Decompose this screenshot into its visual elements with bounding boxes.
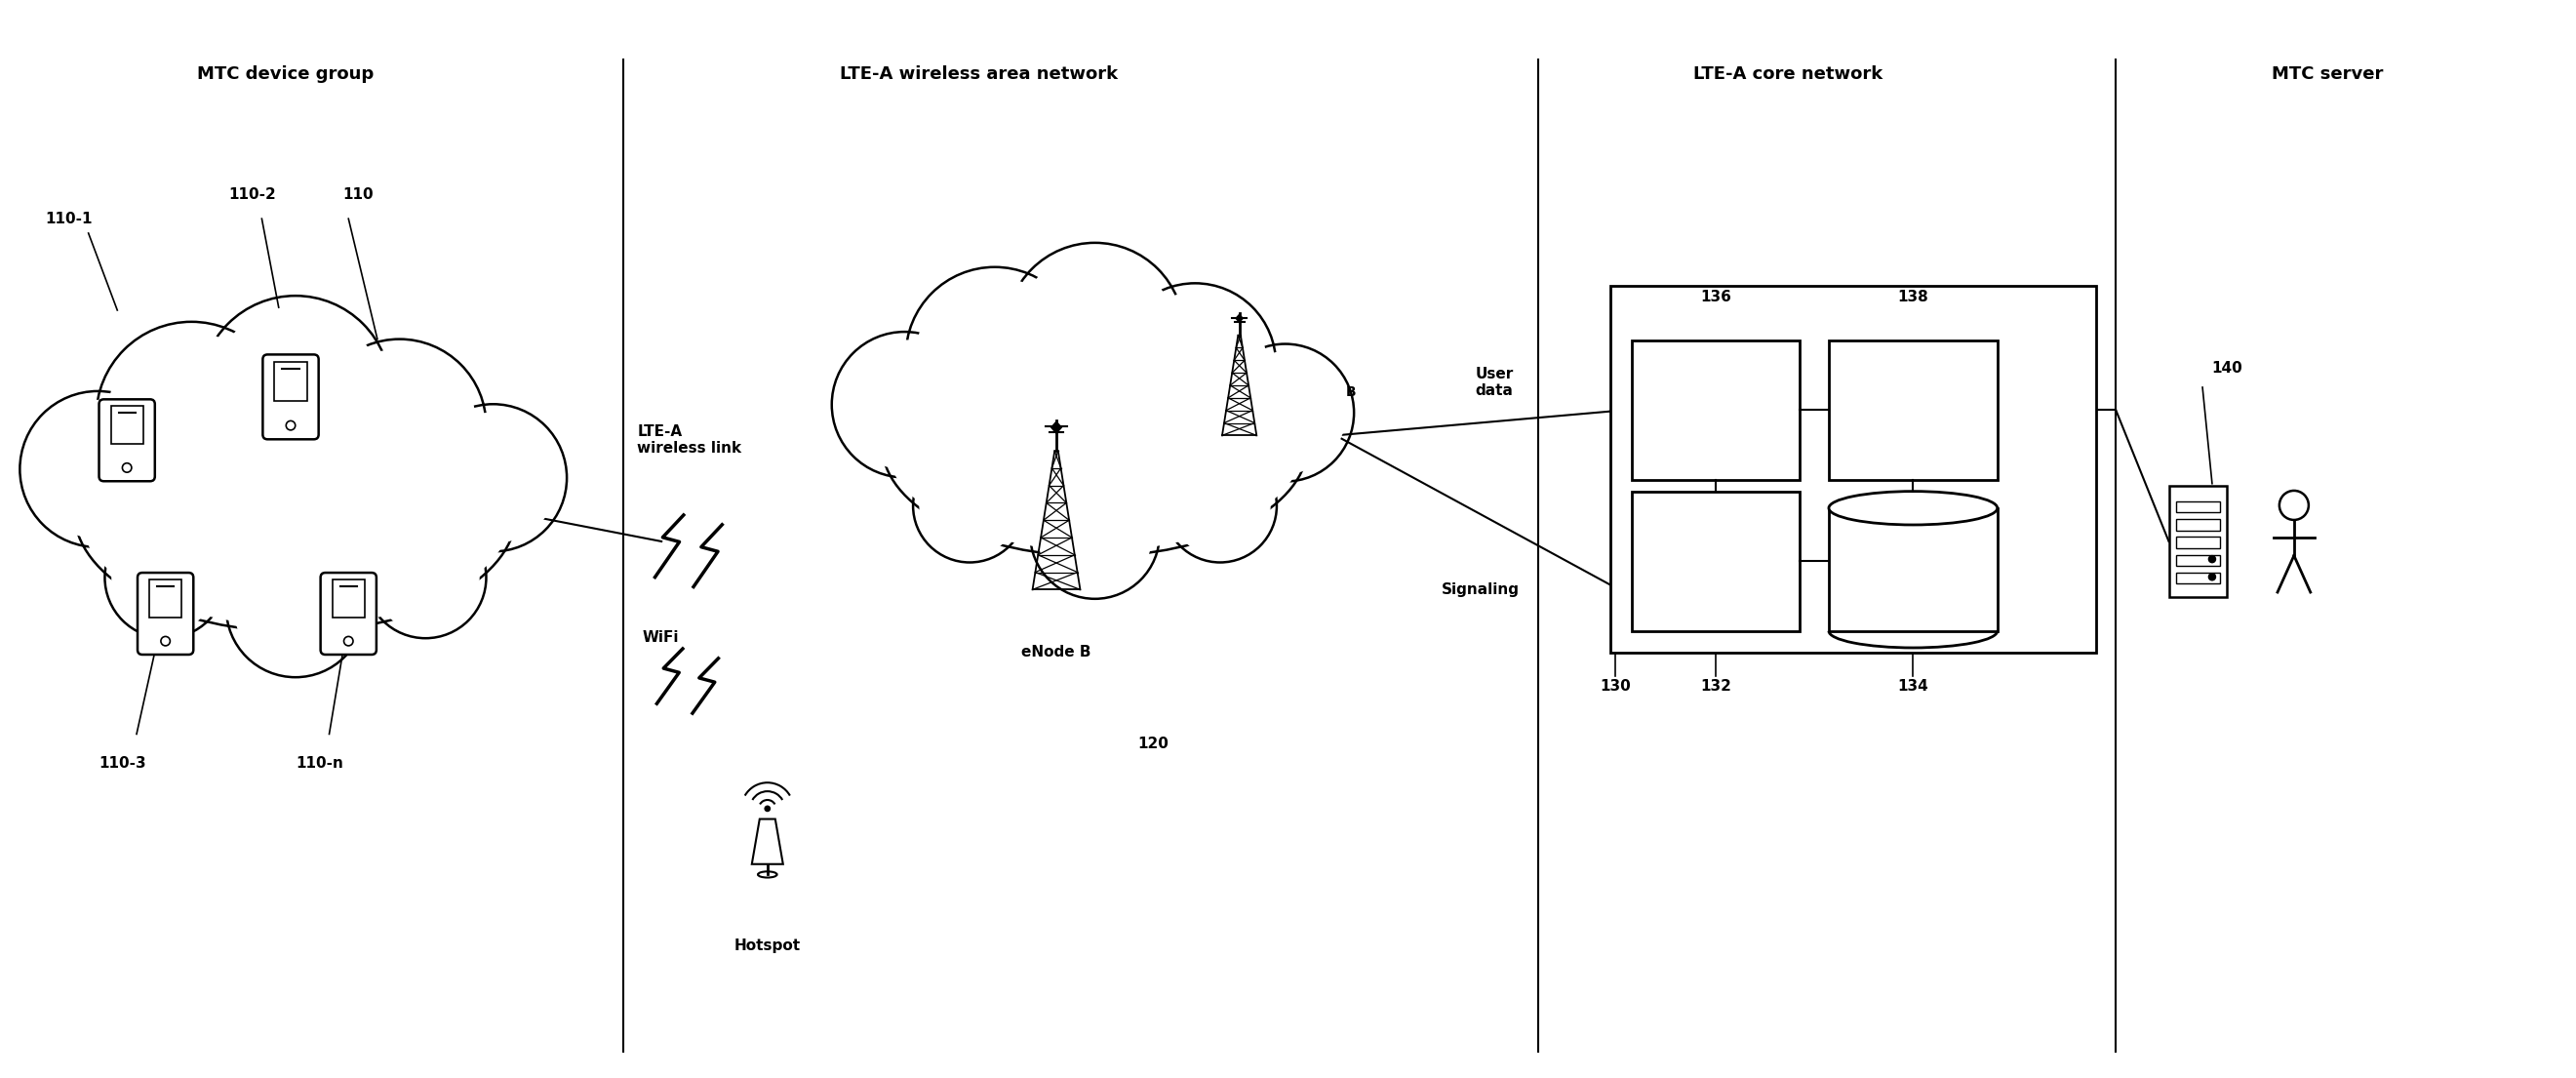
Circle shape — [832, 332, 976, 478]
Circle shape — [1038, 478, 1151, 591]
Ellipse shape — [75, 393, 518, 632]
Circle shape — [1216, 344, 1355, 482]
Circle shape — [2208, 573, 2215, 580]
Circle shape — [371, 524, 479, 631]
Bar — [111, 406, 144, 444]
Circle shape — [1115, 284, 1275, 445]
Text: eNode B: eNode B — [1293, 385, 1358, 399]
Text: Hotspot: Hotspot — [734, 939, 801, 953]
Text: P-GW: P-GW — [1888, 401, 1937, 418]
Polygon shape — [1234, 314, 1244, 323]
Circle shape — [106, 516, 227, 638]
Bar — [2169, 486, 2226, 597]
Circle shape — [1030, 469, 1159, 598]
Text: MME: MME — [1695, 552, 1736, 570]
Circle shape — [765, 806, 770, 812]
Circle shape — [113, 524, 219, 631]
Circle shape — [917, 278, 1074, 434]
Circle shape — [366, 516, 487, 638]
Bar — [1829, 340, 1996, 480]
Text: User
data: User data — [1476, 367, 1515, 398]
Bar — [1631, 492, 1801, 631]
Bar — [1631, 340, 1801, 480]
Text: HSS: HSS — [1896, 555, 1932, 572]
Ellipse shape — [1829, 492, 1996, 525]
Circle shape — [1164, 450, 1278, 563]
Text: WiFi: WiFi — [641, 631, 680, 645]
Ellipse shape — [80, 400, 510, 625]
Circle shape — [286, 420, 296, 430]
Circle shape — [840, 341, 969, 469]
Text: LTE-A core network: LTE-A core network — [1692, 66, 1883, 83]
Circle shape — [1123, 293, 1267, 436]
FancyBboxPatch shape — [98, 399, 155, 481]
Polygon shape — [752, 819, 783, 865]
Text: LTE-A
wireless link: LTE-A wireless link — [636, 425, 742, 456]
Circle shape — [1005, 243, 1185, 420]
Text: LTE-A wireless area network: LTE-A wireless area network — [840, 66, 1118, 83]
FancyBboxPatch shape — [137, 572, 193, 654]
Text: Signaling: Signaling — [1440, 582, 1520, 597]
Text: 110-1: 110-1 — [46, 211, 93, 226]
Bar — [2177, 520, 2221, 530]
FancyBboxPatch shape — [319, 572, 376, 654]
Text: Member: Member — [291, 605, 366, 622]
Text: S-GW: S-GW — [1690, 401, 1741, 418]
Text: 132: 132 — [1700, 678, 1731, 693]
Circle shape — [322, 349, 477, 502]
Text: 110: 110 — [343, 188, 374, 202]
FancyBboxPatch shape — [263, 355, 319, 440]
Circle shape — [121, 464, 131, 472]
Circle shape — [227, 539, 366, 677]
Circle shape — [21, 391, 175, 548]
Text: Leader: Leader — [170, 384, 232, 401]
Text: 110-3: 110-3 — [98, 756, 147, 771]
Text: 110-n: 110-n — [296, 756, 343, 771]
Polygon shape — [1051, 420, 1061, 434]
Circle shape — [920, 456, 1020, 555]
Bar — [2177, 501, 2221, 513]
Circle shape — [1224, 353, 1345, 473]
Circle shape — [28, 401, 167, 538]
Text: eNode B: eNode B — [1023, 645, 1092, 660]
Circle shape — [428, 413, 559, 542]
Ellipse shape — [886, 340, 1303, 550]
Circle shape — [912, 450, 1025, 563]
Text: 134: 134 — [1899, 678, 1929, 693]
Bar — [1829, 508, 1996, 631]
Text: MTC server: MTC server — [2272, 66, 2383, 83]
Circle shape — [201, 295, 392, 486]
Bar — [276, 361, 307, 401]
Circle shape — [211, 307, 379, 475]
Circle shape — [420, 404, 567, 552]
Circle shape — [2280, 490, 2308, 520]
Circle shape — [1170, 456, 1270, 555]
Circle shape — [95, 321, 286, 512]
Text: 130: 130 — [1600, 678, 1631, 693]
Text: 138: 138 — [1899, 289, 1929, 304]
Circle shape — [2208, 555, 2215, 563]
Text: MTC device group: MTC device group — [198, 66, 374, 83]
Text: 140: 140 — [2210, 361, 2241, 375]
Circle shape — [1018, 253, 1172, 410]
Bar — [2177, 537, 2221, 548]
Circle shape — [108, 333, 276, 501]
Bar — [2177, 555, 2221, 566]
Circle shape — [160, 636, 170, 646]
Text: 122: 122 — [914, 424, 945, 438]
Bar — [2177, 572, 2221, 583]
Circle shape — [343, 636, 353, 646]
Bar — [149, 580, 183, 618]
Circle shape — [312, 340, 487, 512]
Bar — [1610, 286, 2097, 652]
Text: 110-2: 110-2 — [229, 188, 276, 202]
Circle shape — [234, 547, 355, 669]
Bar — [332, 580, 366, 618]
Text: 136: 136 — [1700, 289, 1731, 304]
Ellipse shape — [881, 334, 1309, 556]
Circle shape — [907, 267, 1084, 445]
Text: 120: 120 — [1136, 736, 1170, 751]
